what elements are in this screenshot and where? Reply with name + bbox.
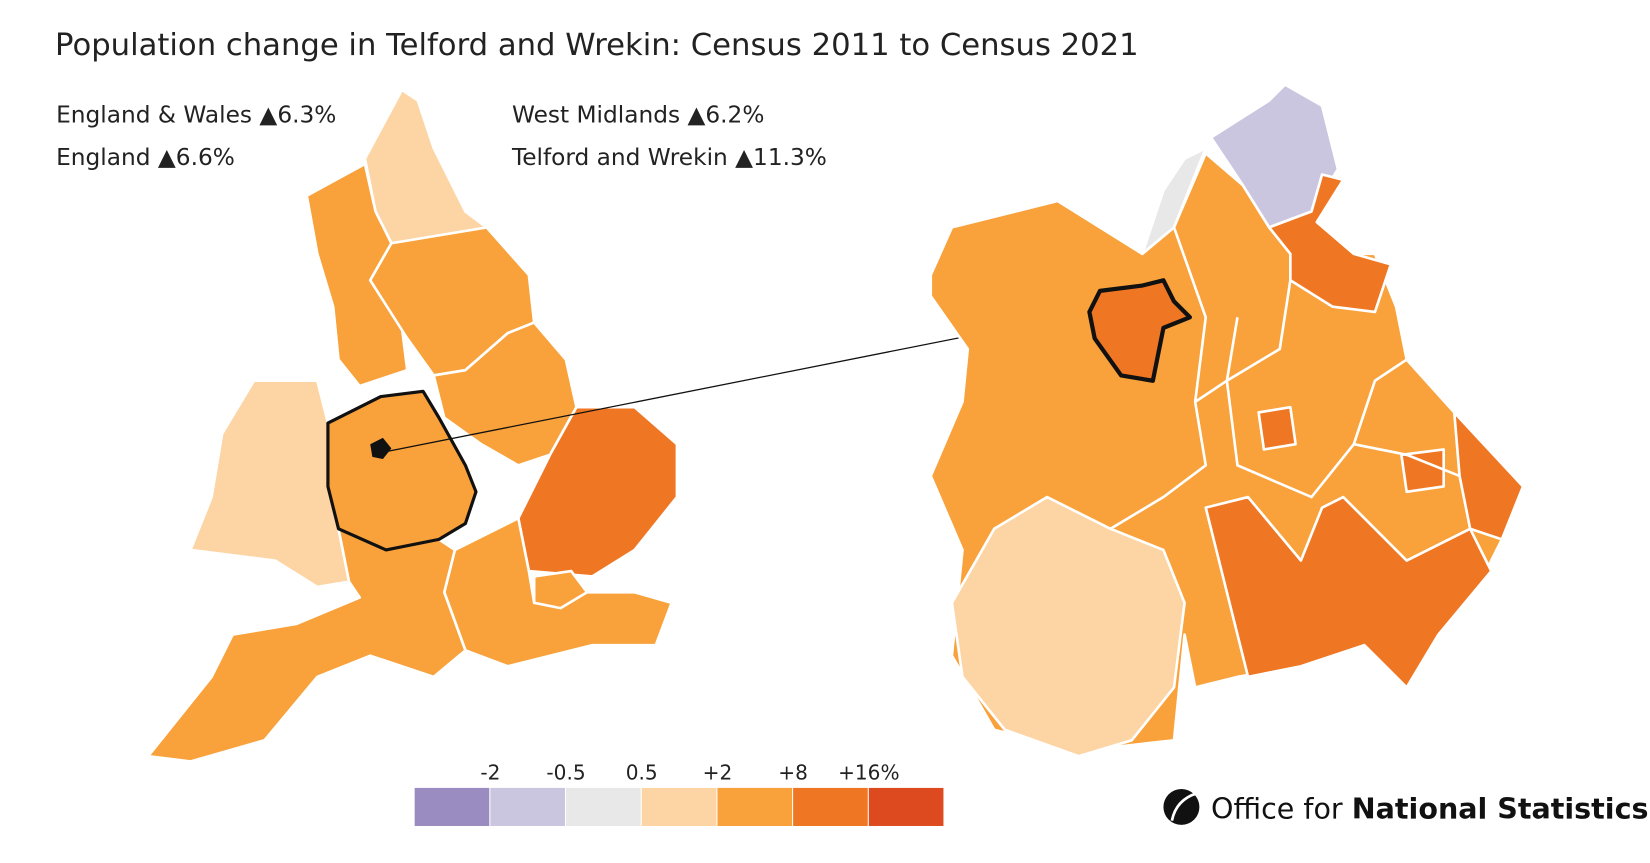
stat-value: ▲11.3% xyxy=(735,144,827,171)
title: Population change in Telford and Wrekin:… xyxy=(55,28,1139,63)
stat-value: ▲6.2% xyxy=(687,102,764,129)
logo-text: Office for National Statistics xyxy=(1211,792,1648,826)
legend-swatch xyxy=(566,787,641,826)
west-midlands xyxy=(326,389,478,552)
logo-icon-mark xyxy=(1170,791,1198,821)
stat: England & Wales ▲6.3% xyxy=(56,102,336,129)
boundaries xyxy=(1194,317,1239,403)
south-districts xyxy=(1204,495,1493,689)
east-district xyxy=(1452,411,1525,541)
legend-swatch xyxy=(414,787,490,826)
stat: West Midlands ▲6.2% xyxy=(512,102,764,129)
ons-logo: Office for National Statistics xyxy=(1163,788,1649,826)
stat: England ▲6.6% xyxy=(56,144,235,171)
west-midlands-map xyxy=(929,83,1525,758)
legend-break-label: +16% xyxy=(838,760,899,784)
north-area-purple xyxy=(1209,83,1340,229)
legend-break-label: +8 xyxy=(778,760,808,784)
telford-and-wrekin xyxy=(1087,278,1192,383)
legend-swatch xyxy=(717,787,793,826)
stat: Telford and Wrekin ▲11.3% xyxy=(511,144,827,171)
north-area-grey xyxy=(1140,146,1208,256)
summary-stats: England & Wales ▲6.3% England ▲6.6% West M… xyxy=(56,102,827,171)
stat-value: ▲6.6% xyxy=(158,144,235,171)
telford-small xyxy=(370,437,392,459)
logo-name: National Statistics xyxy=(1352,792,1649,826)
legend-swatch xyxy=(868,787,944,826)
ne-district xyxy=(1267,173,1393,314)
boundaries xyxy=(1225,280,1408,499)
logo-prefix: Office for xyxy=(1211,792,1343,826)
legend-break-label: +2 xyxy=(703,760,733,784)
london xyxy=(532,569,589,610)
legend: -2 -0.5 0.5 +2 +8 +16% xyxy=(414,760,944,826)
north-east xyxy=(363,88,488,245)
legend-break-label: -2 xyxy=(480,760,500,784)
north-west xyxy=(305,162,409,388)
small-district-b xyxy=(1400,448,1446,494)
legend-swatch xyxy=(793,787,868,826)
stat-name: West Midlands xyxy=(512,102,680,129)
stat-name: England & Wales xyxy=(56,102,252,129)
herefordshire xyxy=(950,495,1186,758)
england-wales-map xyxy=(146,88,679,763)
wales xyxy=(189,379,351,589)
stat-name: England xyxy=(56,144,150,171)
legend-break-label: -0.5 xyxy=(546,760,585,784)
stat-name: Telford and Wrekin xyxy=(511,144,728,171)
small-district-a xyxy=(1257,405,1297,451)
legend-swatch xyxy=(490,787,565,826)
boundaries xyxy=(1353,442,1461,478)
stat-value: ▲6.3% xyxy=(259,102,336,129)
legend-swatch xyxy=(641,787,717,826)
south-west xyxy=(146,527,467,763)
boundaries xyxy=(1109,226,1208,530)
legend-break-label: 0.5 xyxy=(626,760,658,784)
